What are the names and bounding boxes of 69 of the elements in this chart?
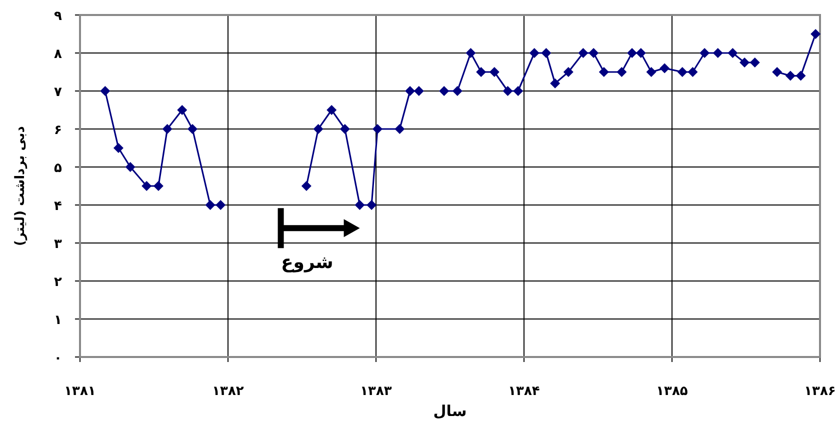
point: [750, 58, 760, 68]
point: [205, 200, 216, 210]
point: [772, 67, 782, 77]
point: [489, 67, 500, 77]
point: [142, 181, 152, 191]
x-tick-label: ۱۳۸۴: [508, 384, 540, 399]
y-tick-label: ۸: [54, 47, 62, 62]
y-tick-label: ۳: [54, 237, 62, 252]
point: [588, 48, 599, 58]
x-tick-label: ۱۳۸۱: [64, 384, 96, 399]
point: [113, 143, 124, 153]
point: [439, 86, 450, 96]
point: [785, 70, 796, 81]
point: [616, 67, 627, 77]
y-tick-label: ۶: [54, 123, 62, 138]
y-tick-label: ۹: [54, 9, 62, 24]
point: [563, 67, 574, 77]
point: [340, 124, 350, 134]
point: [414, 86, 424, 96]
point: [578, 48, 588, 58]
point: [162, 124, 172, 134]
point: [394, 124, 405, 134]
point: [354, 200, 365, 210]
point: [796, 70, 806, 81]
point: [177, 105, 188, 115]
y-tick-label: ۷: [54, 85, 62, 100]
point: [366, 200, 377, 210]
point: [529, 48, 540, 58]
point: [216, 200, 226, 210]
point: [700, 48, 710, 58]
x-tick-label: ۱۳۸۳: [360, 384, 392, 399]
point: [728, 48, 738, 58]
y-tick-label: ۴: [54, 199, 62, 214]
point: [466, 48, 476, 58]
y-axis-title: دبی برداشت (لیتر): [13, 126, 28, 246]
y-tick-label: ۰: [54, 351, 62, 366]
point: [153, 181, 164, 191]
point: [513, 86, 524, 96]
x-tick-label: ۱۳۸۲: [212, 384, 244, 399]
point: [313, 124, 324, 134]
point: [372, 124, 382, 134]
point: [125, 162, 136, 172]
y-tick-label: ۵: [54, 161, 62, 176]
point: [598, 67, 609, 77]
x-axis-title: سال: [433, 402, 467, 420]
point: [502, 86, 513, 96]
point: [541, 48, 552, 58]
y-tick-label: ۲: [54, 275, 62, 290]
point: [660, 63, 670, 74]
point: [646, 67, 656, 77]
point: [677, 67, 688, 77]
point: [636, 48, 646, 58]
point: [688, 67, 698, 77]
point: [326, 105, 337, 115]
point: [301, 181, 312, 191]
x-tick-label: ۱۳۸۶: [804, 384, 836, 399]
point: [405, 86, 416, 96]
point: [810, 29, 821, 39]
point: [187, 124, 198, 134]
point: [100, 86, 110, 96]
point: [740, 58, 750, 68]
point: [712, 48, 723, 58]
point: [550, 78, 560, 88]
y-tick-label: ۱: [54, 313, 62, 328]
annotation: شروع: [280, 252, 334, 273]
point: [452, 86, 462, 96]
x-tick-label: ۱۳۸۵: [656, 384, 688, 399]
point: [627, 48, 638, 58]
point: [476, 67, 486, 77]
